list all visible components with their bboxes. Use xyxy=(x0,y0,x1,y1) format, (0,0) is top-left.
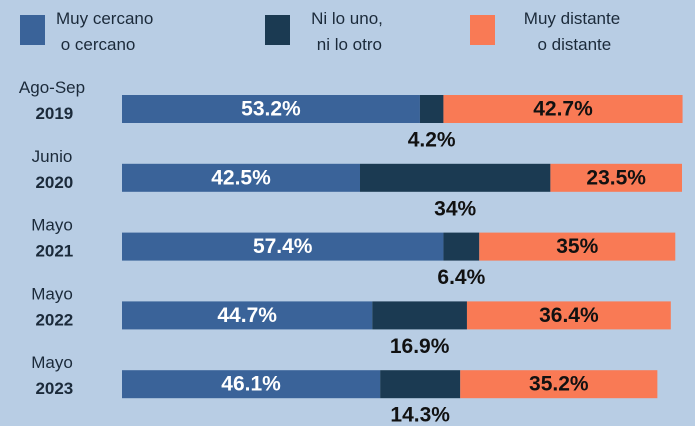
value-label: 34% xyxy=(434,197,476,220)
category-year: 2019 xyxy=(31,104,74,123)
bar-segment xyxy=(122,301,373,330)
category-year: 2023 xyxy=(31,380,74,399)
value-label: 42.7% xyxy=(533,98,593,121)
category-year: 2020 xyxy=(31,173,74,192)
legend-line: Muy cercano xyxy=(56,9,153,28)
bar-segment xyxy=(380,370,461,399)
bar-segment xyxy=(122,232,444,261)
value-label: 35.2% xyxy=(529,373,589,396)
legend-swatch xyxy=(20,15,45,45)
bar-segment xyxy=(372,301,467,330)
value-label: 57.4% xyxy=(253,235,313,258)
legend-line: o distante xyxy=(533,35,611,54)
value-label: 53.2% xyxy=(241,98,301,121)
bar-segment xyxy=(460,370,658,399)
value-label: 14.3% xyxy=(390,404,450,426)
bar-segment xyxy=(122,95,420,123)
bar-segment xyxy=(466,301,671,330)
value-label: 42.5% xyxy=(211,166,271,189)
category-label: Mayo 2021 xyxy=(31,216,74,261)
value-label: 46.1% xyxy=(221,373,281,396)
bar-segment xyxy=(550,163,682,192)
bar-segment xyxy=(443,95,683,123)
legend-label: Muy distante o distante xyxy=(524,9,620,54)
bar-segment xyxy=(360,163,551,192)
value-label: 6.4% xyxy=(437,266,485,289)
category-period: Mayo xyxy=(31,354,73,373)
category-period: Mayo xyxy=(31,285,73,304)
category-label: Mayo 2023 xyxy=(31,354,74,399)
bar-segment xyxy=(479,232,676,261)
value-label: 36.4% xyxy=(539,304,599,327)
category-period: Junio xyxy=(32,147,73,166)
legend-label: Ni lo uno, ni lo otro xyxy=(311,9,383,54)
value-label: 35% xyxy=(556,235,598,258)
category-label: Mayo 2022 xyxy=(31,285,74,330)
value-label: 44.7% xyxy=(217,304,277,327)
bar-segment xyxy=(443,232,480,261)
legend-line: Muy distante xyxy=(524,9,620,28)
legend-line: o cercano xyxy=(56,35,135,54)
bar-segment xyxy=(419,95,444,123)
category-year: 2021 xyxy=(31,242,74,261)
category-period: Mayo xyxy=(31,216,73,235)
value-label: 23.5% xyxy=(586,166,646,189)
legend-line: Ni lo uno, xyxy=(311,9,383,28)
legend-label: Muy cercano o cercano xyxy=(56,9,153,54)
legend-swatch xyxy=(265,15,290,45)
category-period: Ago-Sep xyxy=(19,78,85,97)
category-label: Junio 2020 xyxy=(31,147,74,192)
category-label: Ago-Sep 2019 xyxy=(19,78,85,123)
value-label: 16.9% xyxy=(390,335,450,358)
bar-segment xyxy=(122,163,360,192)
value-label: 4.2% xyxy=(408,129,456,152)
legend-line: ni lo otro xyxy=(312,35,382,54)
bar-segment xyxy=(122,370,381,399)
legend-swatch xyxy=(470,15,495,45)
category-year: 2022 xyxy=(31,311,74,330)
